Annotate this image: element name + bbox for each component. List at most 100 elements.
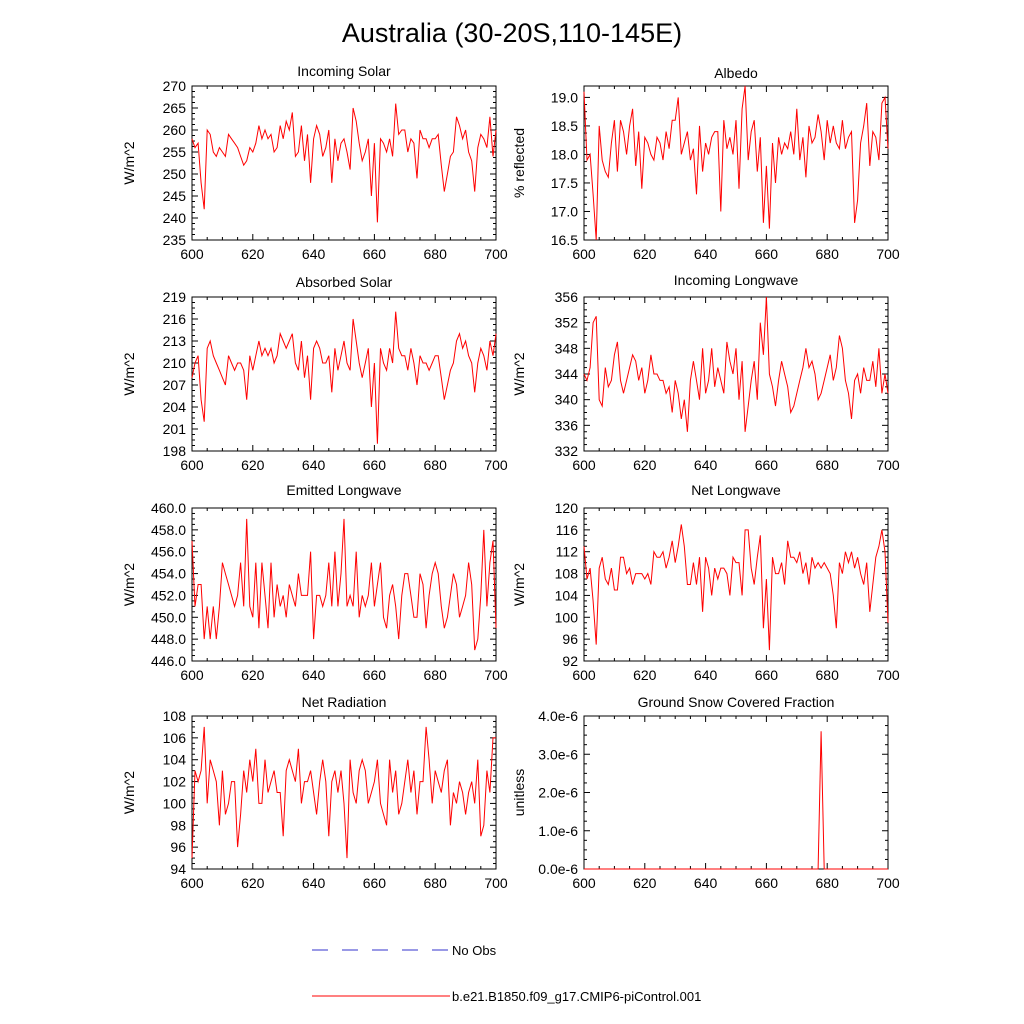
y-tick-label: 260	[163, 122, 187, 138]
y-tick-label: 108	[555, 566, 579, 582]
y-axis-label: W/m^2	[121, 563, 137, 606]
y-tick-label: 340	[555, 392, 579, 408]
panel-title: Net Longwave	[691, 482, 781, 498]
panel-7: Ground Snow Covered Fraction 600 620 640 660…	[511, 694, 900, 891]
y-tick-label: 456.0	[151, 544, 186, 560]
plot-frame	[583, 507, 889, 662]
x-tick-label: 640	[694, 667, 718, 683]
y-tick-label: 240	[163, 210, 187, 226]
y-tick-label: 104	[555, 587, 579, 603]
legend-label-model: b.e21.B1850.f09_g17.CMIP6-piControl.001	[452, 989, 701, 1004]
y-tick-label: 448.0	[151, 631, 186, 647]
panels: Incoming Solar 600 620 640 660 680 700 235 240 24…	[121, 63, 900, 891]
x-tick-label: 620	[633, 246, 657, 262]
x-tick-label: 700	[876, 246, 900, 262]
y-tick-label: 219	[163, 289, 187, 305]
y-tick-label: 332	[555, 443, 579, 459]
x-tick-label: 640	[302, 875, 326, 891]
x-tick-label: 660	[363, 246, 387, 262]
panel-title: Net Radiation	[302, 694, 387, 710]
y-tick-label: 19.0	[551, 89, 578, 105]
y-tick-label: 336	[555, 417, 579, 433]
y-tick-label: 98	[170, 817, 186, 833]
y-axis-label: unitless	[511, 769, 527, 816]
y-tick-label: 235	[163, 232, 187, 248]
y-tick-label: 250	[163, 166, 187, 182]
panel-0: Incoming Solar 600 620 640 660 680 700 235 240 24…	[121, 63, 508, 262]
x-tick-label: 700	[484, 246, 508, 262]
y-tick-label: 450.0	[151, 609, 186, 625]
x-tick-label: 640	[302, 246, 326, 262]
y-tick-label: 112	[556, 544, 579, 560]
x-tick-label: 600	[180, 246, 204, 262]
y-axis-label: W/m^2	[121, 141, 137, 184]
plot-frame	[191, 85, 497, 241]
panel-title: Incoming Solar	[297, 63, 391, 79]
y-tick-label: 2.0e-6	[538, 785, 578, 801]
x-tick-label: 600	[572, 246, 596, 262]
x-tick-label: 680	[424, 667, 448, 683]
y-tick-label: 92	[562, 653, 578, 669]
y-tick-label: 344	[555, 366, 579, 382]
x-tick-label: 660	[755, 246, 779, 262]
panel-5: Net Longwave 600 620 640 660 680 700 92 96 100 104…	[511, 482, 900, 683]
legend-label-no-obs: No Obs	[452, 943, 497, 958]
y-tick-label: 446.0	[151, 653, 186, 669]
x-tick-label: 660	[363, 667, 387, 683]
x-tick-label: 620	[633, 667, 657, 683]
series-line	[583, 296, 889, 432]
y-tick-label: 18.0	[551, 146, 578, 162]
y-tick-label: 3.0e-6	[538, 746, 578, 762]
y-tick-label: 210	[163, 355, 187, 371]
y-tick-label: 265	[163, 100, 187, 116]
y-tick-label: 100	[555, 609, 579, 625]
x-tick-label: 600	[572, 667, 596, 683]
series-line	[583, 524, 889, 651]
x-tick-label: 660	[755, 875, 779, 891]
x-tick-label: 620	[633, 457, 657, 473]
legend: No Obs b.e21.B1850.f09_g17.CMIP6-piContr…	[312, 943, 701, 1004]
y-tick-label: 198	[163, 443, 187, 459]
x-tick-label: 600	[180, 457, 204, 473]
y-tick-label: 245	[163, 188, 187, 204]
y-tick-label: 106	[163, 730, 187, 746]
x-tick-label: 680	[816, 875, 840, 891]
plot-frame	[583, 715, 889, 870]
x-tick-label: 680	[816, 246, 840, 262]
panel-title: Emitted Longwave	[286, 482, 401, 498]
panel-title: Albedo	[714, 65, 758, 81]
x-tick-label: 600	[180, 875, 204, 891]
series-line	[191, 311, 497, 444]
x-tick-label: 620	[633, 875, 657, 891]
y-tick-label: 96	[562, 631, 578, 647]
y-tick-label: 454.0	[151, 566, 186, 582]
plot-frame	[583, 85, 889, 241]
x-tick-label: 600	[572, 457, 596, 473]
y-tick-label: 16.5	[551, 232, 578, 248]
y-tick-label: 120	[555, 500, 579, 516]
y-axis-label: W/m^2	[121, 352, 137, 395]
y-tick-label: 17.0	[551, 203, 578, 219]
y-tick-label: 216	[163, 311, 187, 327]
y-tick-label: 104	[163, 752, 187, 768]
x-tick-label: 620	[241, 667, 265, 683]
x-tick-label: 700	[484, 875, 508, 891]
y-tick-label: 270	[163, 78, 187, 94]
y-tick-label: 4.0e-6	[538, 708, 578, 724]
x-tick-label: 620	[241, 246, 265, 262]
y-axis-label: W/m^2	[121, 771, 137, 814]
y-tick-label: 460.0	[151, 500, 186, 516]
x-tick-label: 700	[876, 875, 900, 891]
x-tick-label: 680	[816, 667, 840, 683]
y-tick-label: 100	[163, 795, 187, 811]
figure-title: Australia (30-20S,110-145E)	[342, 18, 682, 48]
x-tick-label: 640	[302, 667, 326, 683]
x-tick-label: 700	[484, 457, 508, 473]
x-tick-label: 620	[241, 875, 265, 891]
x-tick-label: 620	[241, 457, 265, 473]
y-tick-label: 1.0e-6	[538, 823, 578, 839]
y-tick-label: 356	[555, 289, 579, 305]
y-axis-label: W/m^2	[511, 352, 527, 395]
panel-2: Absorbed Solar 600 620 640 660 680 700 198 201 20…	[121, 274, 508, 473]
y-tick-label: 352	[555, 315, 579, 331]
